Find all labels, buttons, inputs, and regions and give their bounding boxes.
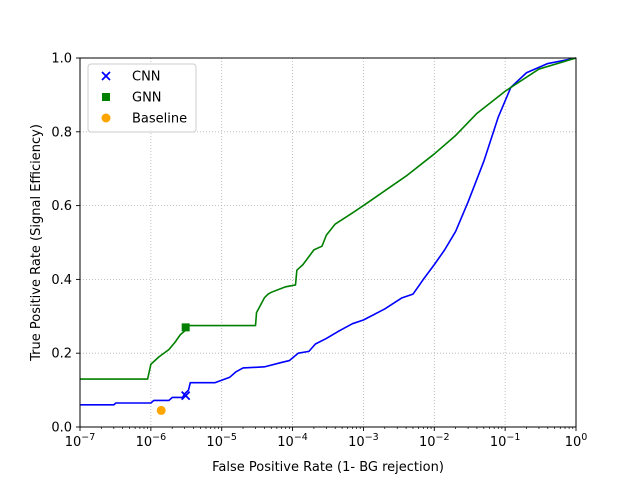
operating-points bbox=[156, 323, 191, 415]
x-tick-label: 100 bbox=[565, 432, 588, 450]
y-tick-label: 1.0 bbox=[51, 52, 72, 67]
x-tick-label: 10−1 bbox=[490, 432, 521, 450]
y-tick-label: 0.6 bbox=[51, 199, 72, 214]
legend-label: Baseline bbox=[132, 112, 187, 127]
y-axis-ticks: 0.0 0.2 0.4 0.6 0.8 1.0 bbox=[51, 52, 80, 436]
legend-label: GNN bbox=[132, 91, 162, 106]
gnn-point bbox=[181, 323, 190, 332]
x-axis-label: False Positive Rate (1- BG rejection) bbox=[212, 460, 444, 475]
y-tick-label: 0.2 bbox=[51, 347, 72, 362]
baseline-point bbox=[156, 405, 166, 415]
x-axis-ticks: 10−7 10−6 10−5 10−4 10−3 10−2 10−1 100 bbox=[65, 427, 588, 450]
x-tick-label: 10−2 bbox=[419, 432, 450, 450]
gnn-legend-marker bbox=[102, 93, 110, 101]
baseline-legend-marker bbox=[101, 113, 111, 123]
y-tick-label: 0.8 bbox=[51, 125, 72, 140]
roc-curves bbox=[80, 57, 577, 406]
cnn-legend-marker bbox=[101, 71, 111, 81]
legend-label: CNN bbox=[132, 70, 161, 85]
gnn-roc-curve bbox=[80, 57, 577, 380]
y-tick-label: 0.4 bbox=[51, 273, 72, 288]
plot-frame bbox=[79, 57, 577, 428]
y-axis-label: True Positive Rate (Signal Efficiency) bbox=[29, 124, 44, 362]
y-tick-label: 0.0 bbox=[51, 421, 72, 436]
cnn-point bbox=[181, 390, 191, 401]
x-tick-label: 10−7 bbox=[65, 432, 96, 450]
x-tick-label: 10−5 bbox=[206, 432, 237, 450]
legend-box bbox=[87, 63, 197, 133]
legend: CNN GNN Baseline bbox=[87, 63, 197, 133]
x-tick-label: 10−4 bbox=[277, 432, 308, 450]
cnn-roc-curve bbox=[80, 57, 577, 406]
x-tick-label: 10−3 bbox=[348, 432, 379, 450]
x-tick-label: 10−6 bbox=[136, 432, 167, 450]
